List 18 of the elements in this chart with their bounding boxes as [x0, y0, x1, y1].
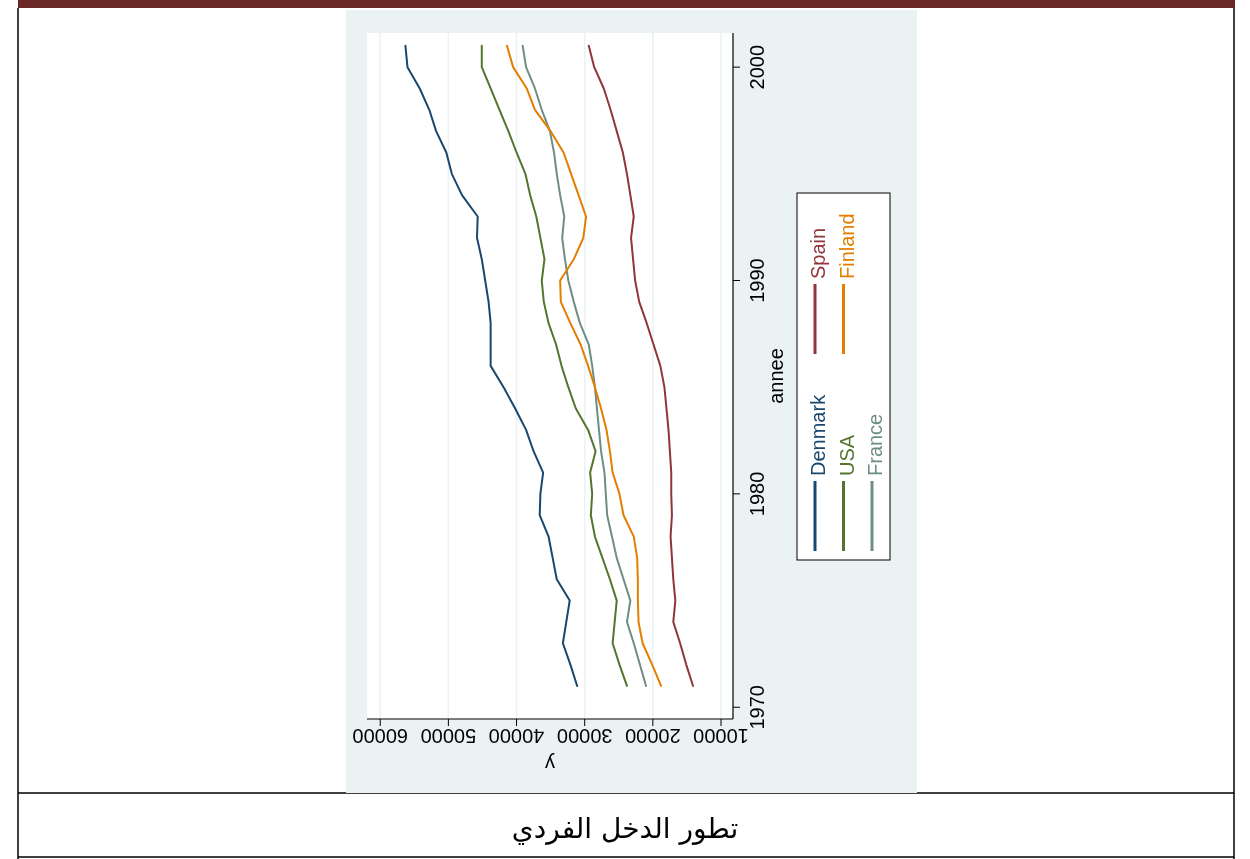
text: France	[864, 413, 886, 476]
y-tick-label: 1990	[746, 258, 768, 303]
x-tick-label: 20000	[625, 725, 681, 747]
x-tick-label: 40000	[488, 725, 545, 747]
text: Denmark	[807, 393, 829, 476]
y-tick-label: 2000	[746, 44, 768, 90]
x-tick-label: 30000	[556, 725, 613, 747]
x-tick-label: 10000	[693, 725, 749, 747]
text: USA	[835, 434, 858, 476]
text: تطور الدخل الفردي	[511, 812, 739, 845]
y-tick-label: 1980	[746, 471, 768, 517]
x-axis-title: y	[545, 753, 555, 775]
x-tick-label: 50000	[420, 725, 477, 747]
text: Finland	[835, 213, 858, 279]
y-tick-label: 1970	[746, 685, 768, 730]
x-tick-label: 60000	[352, 725, 409, 747]
y-axis-title: annee	[765, 348, 787, 404]
text: Spain	[807, 227, 829, 279]
